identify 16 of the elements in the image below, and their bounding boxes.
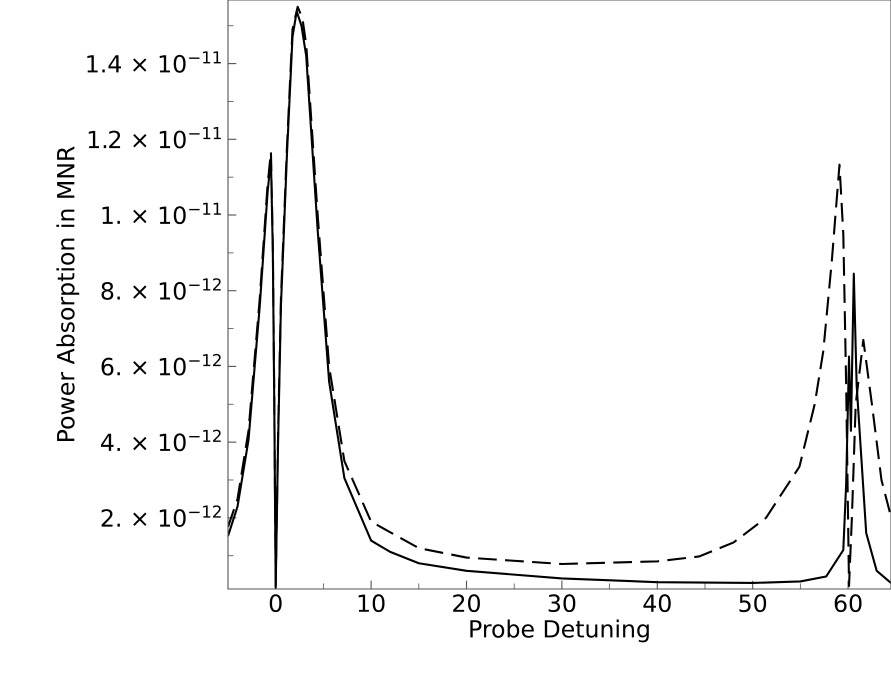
y-tick-label: 8. × 10$^{−12}$	[101, 278, 221, 300]
x-tick-label: 30	[548, 594, 576, 612]
x-tick-label: 10	[358, 594, 385, 612]
x-tick-label: 40	[643, 594, 671, 612]
x-axis-title: Probe Detuning	[470, 619, 649, 642]
y-tick-label: 1.4 × 10$^{−11}$	[87, 51, 221, 73]
x-tick-label: 0	[270, 594, 282, 612]
y-tick-label: 1. × 10$^{−11}$	[102, 202, 221, 224]
x-tick-label: 60	[834, 594, 862, 612]
y-tick-label: 4. × 10$^{−12}$	[101, 430, 221, 452]
y-tick-label: 1.2 × 10$^{−11}$	[88, 127, 221, 148]
x-tick-label: 50	[739, 594, 766, 612]
y-axis-title: Power Absorption in MNR	[56, 146, 80, 442]
x-tick-label: 20	[453, 594, 480, 612]
y-tick-label: 6. × 10$^{−12}$	[102, 354, 221, 376]
y-tick-label: 2. × 10$^{−12}$	[102, 505, 221, 527]
